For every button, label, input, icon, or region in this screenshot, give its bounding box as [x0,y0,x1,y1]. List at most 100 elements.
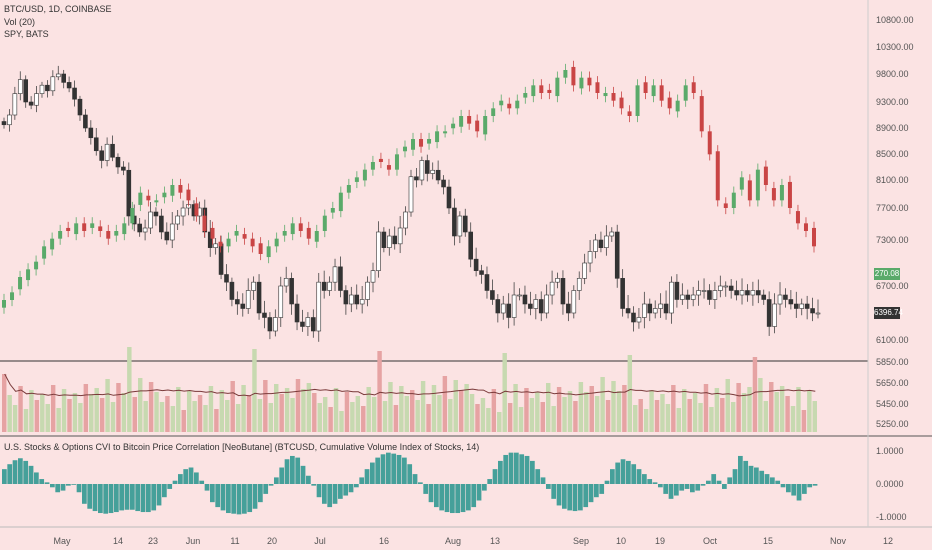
volume-bar [600,377,605,432]
spy-candle [763,166,768,185]
spy-candle [26,269,31,281]
osc-bar [7,464,13,484]
osc-bar [684,484,690,489]
btc-candle [473,258,479,271]
price-tick-label: 8900.00 [876,123,909,133]
spy-candle [699,96,704,132]
osc-bar [524,455,530,484]
osc-bar [220,484,226,511]
btc-candle [620,278,625,309]
btc-candle [587,251,593,264]
btc-candle [718,285,723,291]
osc-bar [732,469,738,484]
volume-bar [377,351,382,432]
btc-candle [332,266,338,283]
btc-candle [642,303,647,318]
volume-bar [752,357,758,432]
btc-candle [701,290,707,292]
btc-candle [728,285,734,291]
osc-bar [466,484,471,511]
volume-bar [67,399,72,432]
volume-bar [535,392,540,432]
volume-bar [622,385,627,432]
volume-bar [181,410,186,432]
volume-bar [322,397,328,432]
osc-bar [588,484,594,503]
osc-bar [98,484,103,514]
osc-bar [119,484,125,511]
btc-candle [365,281,370,300]
spy-candle [691,82,696,93]
time-tick-label: Aug [445,536,461,546]
osc-bar [460,484,466,513]
volume-bar [529,398,535,432]
osc-bar [610,469,615,484]
volume-bar [176,387,181,432]
spy-candle [747,180,752,201]
osc-bar [599,484,605,494]
volume-bar [317,403,322,432]
btc-candle [148,211,153,229]
btc-candle [142,227,148,233]
osc-bar [87,484,93,509]
volume-bar [709,407,714,432]
volume-bar [720,398,725,432]
osc-bar [322,484,327,504]
spy-candle [803,223,808,231]
osc-bar [311,484,317,486]
volume-bar [165,396,170,432]
osc-bar [18,458,23,484]
btc-candle [338,266,343,291]
time-tick-label: 16 [379,536,389,546]
volume-bar [127,347,132,432]
btc-candles [1,65,821,342]
volume-bar [89,394,94,432]
osc-bar [316,484,322,498]
osc-bar [652,482,658,484]
btc-candle [343,290,349,305]
osc-tick-label: 1.0000 [876,446,904,456]
osc-bar [167,484,173,489]
price-tick-label: 5850.00 [876,357,909,367]
osc-bar [444,484,450,513]
volume-bar [279,394,284,432]
osc-bar [540,477,546,484]
volume-bar [551,406,556,432]
volume-bar [497,412,502,432]
osc-bar [194,472,199,484]
osc-bar [450,484,455,514]
spy-candle [635,85,640,116]
spy-candle [146,195,151,201]
btc-candle [446,186,452,209]
oscillator-axis: 1.0000 0.0000 -1.0000 [876,446,907,522]
volume-bar [388,382,393,432]
spy-candle [258,243,263,254]
volume-bar [524,388,529,432]
price-tick-label: 6700.00 [876,281,909,291]
osc-bar [695,484,701,491]
osc-bar [146,484,151,513]
osc-bar [551,484,557,499]
btc-candle [560,278,566,305]
spy-candle [162,192,167,198]
osc-bar [439,484,445,511]
btc-candle [468,231,473,260]
btc-candle [99,150,104,161]
price-axis: 10800.00 10300.00 9800.00 9300.00 8900.00 850… [876,15,914,429]
volume-bar [192,401,197,432]
btc-candle [72,87,77,100]
osc-bar [82,484,87,504]
spy-candle [2,300,6,308]
spy-candle [42,246,47,259]
spy-candle [771,188,776,201]
btc-candle [12,93,18,116]
btc-candle [490,290,495,300]
spy-candle [675,100,680,112]
volume-bar [138,378,143,432]
btc-candle [522,294,528,305]
spy-candle [579,77,584,89]
spy-candle [507,103,512,109]
time-tick-label: 15 [763,536,773,546]
btc-candle [61,73,66,83]
